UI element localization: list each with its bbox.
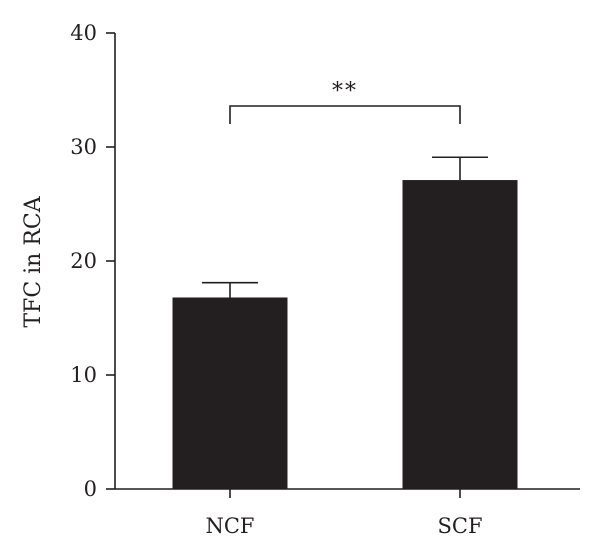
y-tick-label: 10 — [70, 363, 97, 387]
bar-ncf — [172, 297, 288, 489]
y-tick-label: 40 — [70, 21, 97, 45]
y-axis-label: TFC in RCA — [21, 195, 46, 327]
bars-group — [172, 156, 518, 489]
x-tick-label: SCF — [437, 514, 482, 538]
y-axis: 0 10 20 30 40 — [70, 21, 116, 501]
y-tick-label: 20 — [70, 249, 97, 273]
x-axis: NCF SCF — [115, 488, 580, 538]
significance-label: ** — [332, 79, 358, 104]
significance-annotation: ** — [229, 79, 461, 124]
y-tick-label: 0 — [84, 477, 97, 501]
x-tick-label: NCF — [205, 514, 254, 538]
bar-scf — [402, 180, 518, 489]
y-tick-label: 30 — [70, 135, 97, 159]
significance-bracket — [229, 105, 461, 124]
